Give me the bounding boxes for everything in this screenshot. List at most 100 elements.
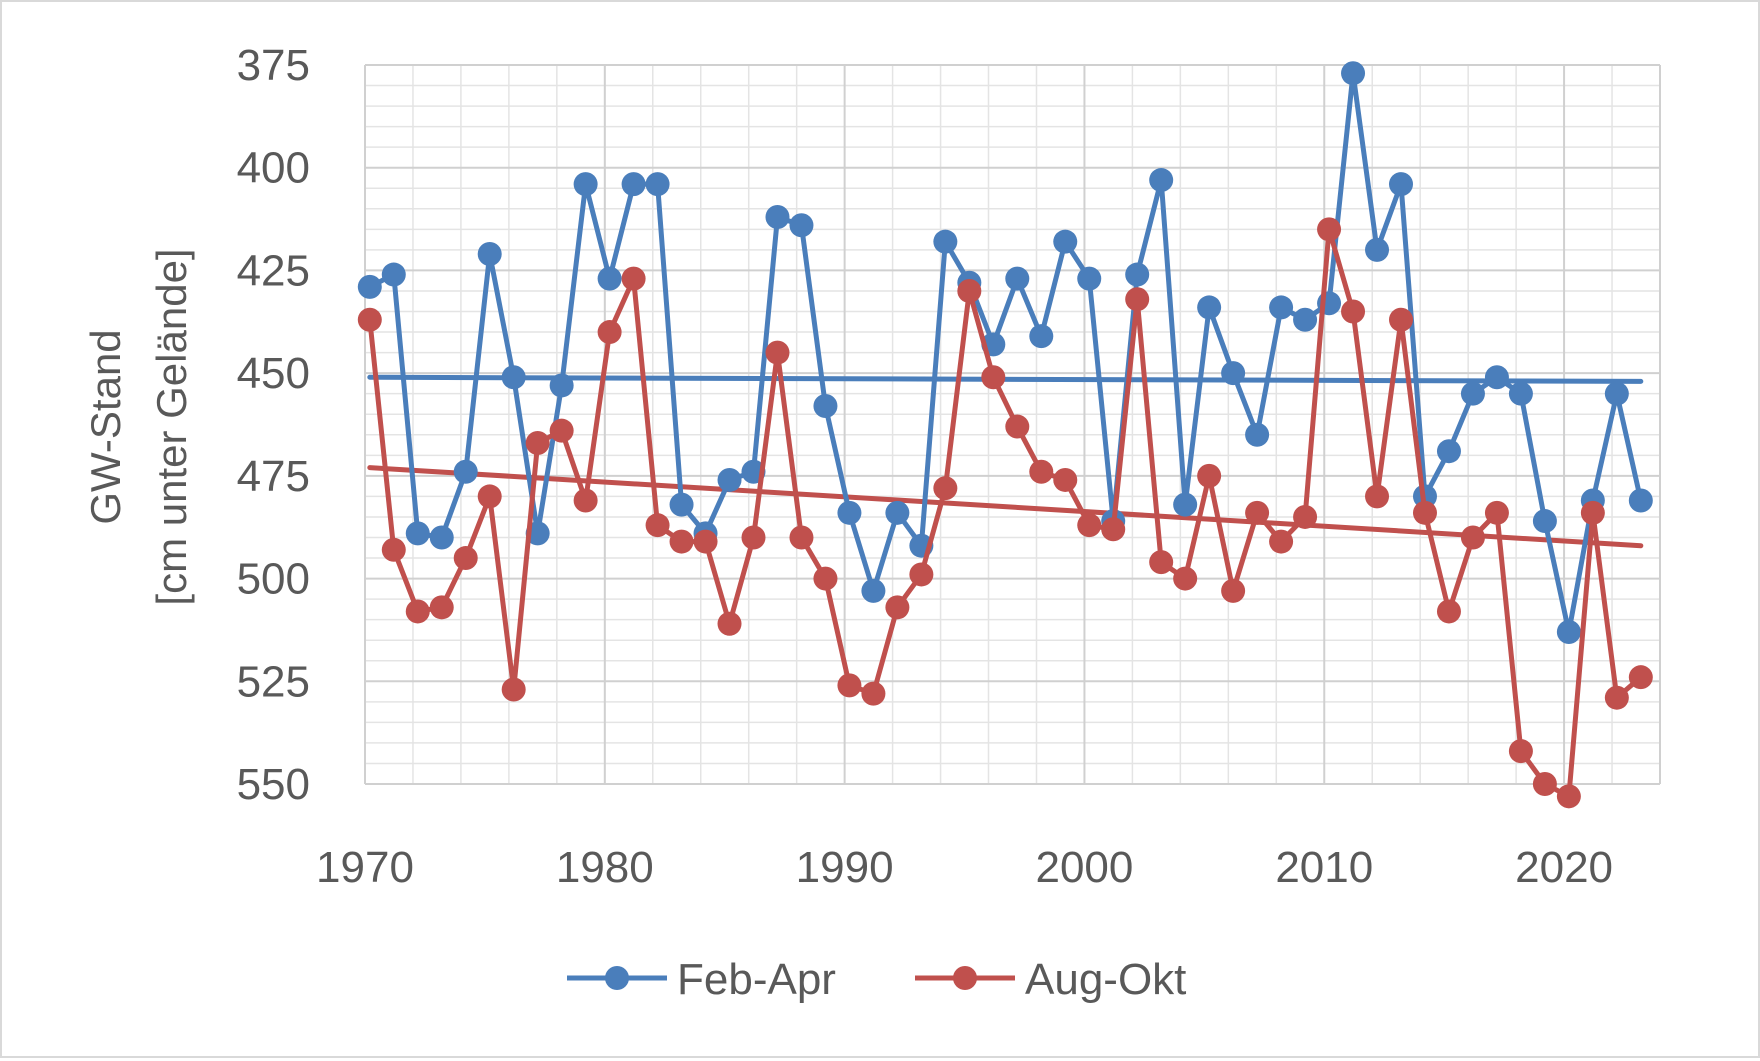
data-point xyxy=(1532,509,1557,534)
legend: Feb-Apr Aug-Okt xyxy=(567,955,1186,1004)
data-point xyxy=(1556,784,1581,809)
x-axis-ticks: 1970 1980 1990 2000 2010 2020 xyxy=(316,843,1613,892)
legend-label: Feb-Apr xyxy=(677,955,836,1004)
data-point xyxy=(453,546,478,571)
data-point xyxy=(357,307,382,332)
data-point xyxy=(1389,307,1413,332)
data-point xyxy=(1484,365,1509,390)
data-point xyxy=(549,373,574,398)
series-feb-apr xyxy=(357,61,1653,644)
data-point xyxy=(1173,492,1198,517)
data-point xyxy=(621,266,646,291)
data-point xyxy=(1293,307,1318,332)
series-line xyxy=(367,226,1643,799)
data-point xyxy=(1389,172,1413,197)
data-point xyxy=(813,566,838,591)
data-point xyxy=(717,611,742,636)
data-point xyxy=(933,476,958,501)
data-point xyxy=(765,340,790,365)
y-axis-label-line1: GW-Stand xyxy=(82,329,129,524)
data-point xyxy=(669,529,694,554)
data-point xyxy=(1532,772,1557,796)
data-point xyxy=(645,172,670,197)
data-point xyxy=(525,430,550,455)
data-point xyxy=(1628,488,1653,513)
data-point xyxy=(1197,295,1222,320)
data-point xyxy=(837,673,862,698)
data-point xyxy=(1149,168,1174,193)
y-axis-ticks: 375 400 425 450 475 500 525 550 xyxy=(237,41,310,809)
data-point xyxy=(1173,566,1198,591)
data-point xyxy=(381,537,406,562)
data-point xyxy=(837,500,862,525)
data-point xyxy=(1484,500,1509,525)
data-point xyxy=(1149,550,1174,575)
data-point xyxy=(1029,459,1054,484)
data-point xyxy=(597,320,622,345)
data-point xyxy=(1077,266,1102,291)
data-point xyxy=(933,229,958,254)
data-point xyxy=(1341,299,1366,324)
x-tick-label: 1970 xyxy=(316,843,414,892)
data-point xyxy=(861,681,886,706)
data-point xyxy=(1508,739,1533,764)
trend-line-feb-apr xyxy=(367,374,1644,384)
data-point xyxy=(1269,529,1294,554)
data-point xyxy=(1556,619,1581,644)
data-point xyxy=(597,266,622,291)
y-tick-label: 525 xyxy=(237,657,310,706)
data-point xyxy=(405,521,430,546)
data-point xyxy=(477,241,502,266)
data-point xyxy=(501,365,526,390)
data-point xyxy=(1365,237,1390,262)
data-point xyxy=(885,500,910,525)
x-tick-label: 2010 xyxy=(1275,843,1373,892)
data-point xyxy=(477,484,502,509)
y-tick-label: 450 xyxy=(237,349,310,398)
x-tick-label: 2020 xyxy=(1515,843,1613,892)
data-point xyxy=(717,467,742,492)
x-tick-label: 1980 xyxy=(556,843,654,892)
data-point xyxy=(813,394,838,419)
data-point xyxy=(381,262,406,287)
data-point xyxy=(621,172,646,197)
legend-marker xyxy=(605,966,629,990)
data-point xyxy=(1221,578,1246,603)
data-point xyxy=(1460,525,1485,550)
y-tick-label: 425 xyxy=(237,246,310,295)
data-point xyxy=(1125,287,1150,312)
data-point xyxy=(549,418,574,443)
data-point xyxy=(909,562,934,587)
data-point xyxy=(1053,229,1078,254)
data-point xyxy=(1245,422,1270,447)
data-point xyxy=(789,525,814,550)
legend-marker xyxy=(953,966,977,990)
data-point xyxy=(1293,504,1318,529)
y-tick-label: 375 xyxy=(237,41,310,90)
data-series xyxy=(357,61,1653,809)
legend-label: Aug-Okt xyxy=(1025,955,1186,1004)
data-point xyxy=(861,578,886,603)
data-point xyxy=(453,459,478,484)
data-point xyxy=(1197,463,1222,488)
data-point xyxy=(789,213,814,238)
data-point xyxy=(1005,266,1030,291)
data-point xyxy=(1508,381,1533,406)
data-point xyxy=(357,274,382,299)
data-point xyxy=(1580,500,1605,525)
x-tick-label: 1990 xyxy=(796,843,894,892)
data-point xyxy=(1005,414,1030,439)
y-tick-label: 500 xyxy=(237,555,310,604)
data-point xyxy=(1436,599,1461,624)
data-point xyxy=(1460,381,1485,406)
data-point xyxy=(765,205,790,230)
data-point xyxy=(1365,484,1390,509)
data-point xyxy=(1604,381,1629,406)
data-point xyxy=(1317,217,1342,242)
data-point xyxy=(1029,324,1054,349)
data-point xyxy=(405,599,430,624)
data-point xyxy=(1269,295,1294,320)
data-point xyxy=(885,595,910,620)
data-point xyxy=(1077,513,1102,538)
